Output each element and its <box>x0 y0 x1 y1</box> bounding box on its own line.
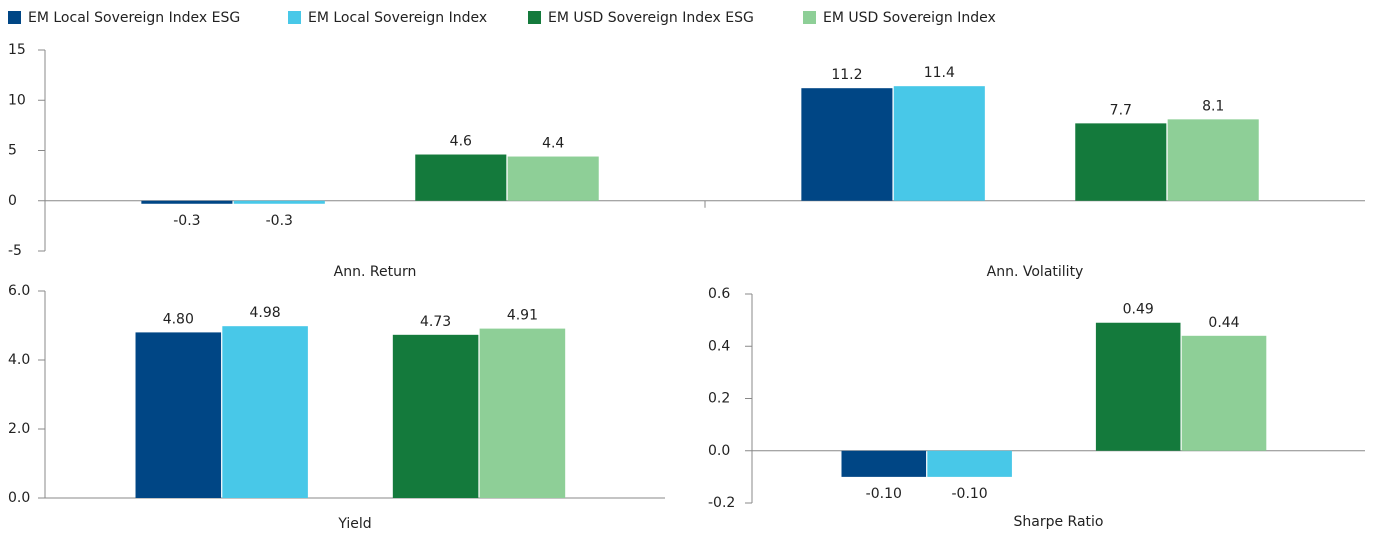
data-label: 8.1 <box>1202 98 1224 114</box>
y-tick-label: 15 <box>8 42 26 58</box>
x-tick-label: Sharpe Ratio <box>1014 514 1104 530</box>
legend-swatch <box>803 11 816 24</box>
bar <box>141 200 233 204</box>
data-label: 11.2 <box>831 67 862 83</box>
bar <box>1181 335 1267 451</box>
bar <box>135 332 222 498</box>
data-label: -0.10 <box>951 486 987 502</box>
bar <box>1075 123 1167 201</box>
bar <box>927 450 1012 477</box>
legend-swatch <box>288 11 301 24</box>
data-label: -0.3 <box>173 213 200 229</box>
y-tick-label: 10 <box>8 92 26 108</box>
data-label: 0.49 <box>1123 302 1154 318</box>
data-label: 4.98 <box>250 305 281 321</box>
bar <box>841 450 927 477</box>
bar <box>801 88 893 201</box>
y-tick-label: 0.0 <box>708 443 730 459</box>
legend-swatch <box>8 11 21 24</box>
bar <box>1095 322 1181 451</box>
bar <box>392 334 479 498</box>
y-tick-label: -5 <box>8 243 22 259</box>
y-tick-label: 0.2 <box>708 391 730 407</box>
data-label: 11.4 <box>924 65 955 81</box>
data-label: 7.7 <box>1110 102 1132 118</box>
y-tick-label: 0.0 <box>8 490 30 506</box>
y-tick-label: 0.6 <box>708 286 730 302</box>
data-label: 0.44 <box>1208 315 1239 331</box>
bar <box>1167 119 1259 201</box>
legend-label: EM Local Sovereign Index ESG <box>28 10 240 26</box>
y-tick-label: 0.4 <box>708 338 730 354</box>
y-tick-label: 5 <box>8 143 17 159</box>
bar <box>222 326 308 498</box>
data-label: 4.80 <box>163 311 194 327</box>
legend-label: EM Local Sovereign Index <box>308 10 487 26</box>
x-tick-label: Ann. Volatility <box>987 264 1084 280</box>
data-label: 4.73 <box>420 314 451 330</box>
bar <box>479 328 566 498</box>
bar <box>507 156 599 201</box>
x-tick-label: Yield <box>337 516 371 532</box>
data-label: 4.4 <box>542 136 564 152</box>
bar <box>893 86 985 201</box>
x-tick-label: Ann. Return <box>334 264 417 280</box>
legend-swatch <box>528 11 541 24</box>
y-tick-label: 4.0 <box>8 352 30 368</box>
y-tick-label: 0 <box>8 193 17 209</box>
legend-label: EM USD Sovereign Index ESG <box>548 10 754 26</box>
data-label: 4.6 <box>450 134 472 150</box>
y-tick-label: 2.0 <box>8 421 30 437</box>
data-label: 4.91 <box>507 308 538 324</box>
bar <box>415 154 507 201</box>
y-tick-label: 6.0 <box>8 283 30 299</box>
data-label: -0.10 <box>866 486 902 502</box>
data-label: -0.3 <box>266 213 293 229</box>
bar <box>233 200 325 204</box>
y-tick-label: -0.2 <box>708 495 735 511</box>
legend-label: EM USD Sovereign Index <box>823 10 996 26</box>
